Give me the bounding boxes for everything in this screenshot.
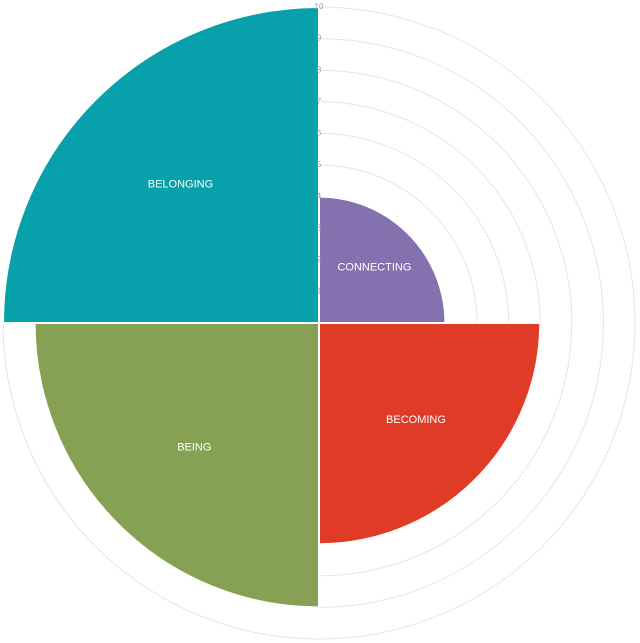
slice-label-being: BEING bbox=[177, 442, 211, 454]
slice-being bbox=[33, 322, 320, 609]
slice-becoming bbox=[318, 322, 542, 546]
tick-label: 6 bbox=[317, 129, 322, 138]
tick-label: 10 bbox=[315, 2, 324, 11]
tick-label: 4 bbox=[317, 192, 322, 201]
slice-label-becoming: BECOMING bbox=[386, 414, 446, 426]
slice-labels: CONNECTING BECOMING BEING BELONGING bbox=[148, 178, 446, 453]
tick-label: 3 bbox=[317, 223, 322, 232]
tick-label: 7 bbox=[317, 97, 322, 106]
slices bbox=[1, 5, 542, 609]
slice-connecting bbox=[318, 195, 447, 324]
tick-label: 5 bbox=[317, 160, 322, 169]
tick-label: 1 bbox=[317, 287, 322, 296]
radial-tick-labels: 1 2 3 4 5 6 7 8 9 10 bbox=[315, 2, 324, 295]
slice-label-belonging: BELONGING bbox=[148, 178, 213, 190]
slice-label-connecting: CONNECTING bbox=[337, 261, 411, 273]
slice-belonging bbox=[1, 5, 320, 324]
tick-label: 8 bbox=[317, 65, 322, 74]
tick-label: 2 bbox=[317, 255, 322, 264]
tick-label: 9 bbox=[317, 34, 322, 43]
